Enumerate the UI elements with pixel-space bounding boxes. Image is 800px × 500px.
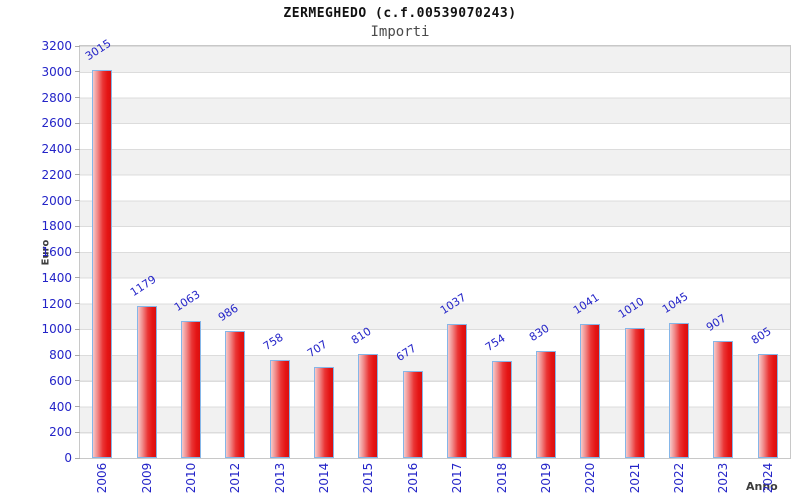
x-tick-label: 2013 [272, 462, 287, 494]
bar [136, 306, 157, 458]
y-tick-label: 3200 [41, 39, 72, 53]
bar [92, 69, 113, 458]
x-tick-label: 2023 [716, 462, 731, 494]
x-tick-label: 2006 [95, 462, 110, 494]
y-tick-label: 600 [49, 373, 72, 388]
x-tick-label: 2009 [139, 462, 154, 494]
y-tick-label: 2400 [41, 142, 72, 156]
bar [669, 323, 690, 458]
y-tick-mark [75, 174, 80, 176]
chart-subtitle: Importi [370, 24, 430, 40]
bar [624, 327, 645, 458]
x-tick-label: 2014 [317, 462, 332, 494]
y-tick-label: 1600 [41, 245, 72, 259]
bar [314, 366, 335, 458]
bar [535, 351, 556, 458]
y-tick-label: 2000 [41, 193, 72, 208]
y-tick-mark [75, 406, 80, 407]
y-tick-label: 0 [64, 451, 72, 465]
y-tick-mark [75, 380, 80, 382]
chart-title: ZERMEGHEDO (c.f.00539070243) [283, 6, 517, 21]
y-tick-label: 1800 [41, 219, 72, 234]
y-tick-mark [75, 225, 80, 227]
bar [491, 360, 512, 458]
y-tick-label: 1200 [41, 296, 72, 311]
y-tick-mark [75, 328, 80, 330]
bar [225, 331, 246, 458]
y-tick-mark [75, 251, 80, 253]
y-tick-label: 1400 [41, 270, 72, 285]
y-tick-label: 2800 [41, 90, 72, 105]
bar [358, 353, 379, 458]
y-tick-label: 800 [49, 348, 72, 362]
y-tick-label: 2600 [41, 116, 72, 131]
x-tick-label: 2017 [450, 462, 465, 494]
x-tick-label: 2024 [760, 462, 775, 494]
x-tick-label: 2019 [538, 462, 553, 494]
bar [402, 370, 423, 458]
y-tick-mark [75, 457, 80, 459]
bar [447, 324, 468, 458]
x-tick-label: 2015 [361, 462, 376, 494]
y-tick-mark [75, 122, 80, 124]
y-tick-mark [75, 277, 80, 279]
y-tick-mark [75, 71, 80, 73]
bar [180, 321, 201, 458]
x-axis-title: Anno [746, 480, 778, 493]
x-tick-label: 2010 [183, 462, 198, 494]
y-tick-mark [75, 354, 80, 356]
y-tick-label: 2200 [41, 167, 72, 182]
bar [713, 341, 734, 458]
y-tick-label: 400 [49, 399, 72, 414]
x-tick-label: 2020 [583, 462, 598, 494]
bar [580, 323, 601, 458]
x-tick-label: 2012 [228, 462, 243, 494]
bar [757, 354, 778, 458]
y-tick-mark [75, 45, 80, 47]
y-tick-mark [75, 200, 80, 201]
y-tick-mark [75, 97, 80, 98]
x-tick-label: 2016 [405, 462, 420, 494]
x-tick-label: 2021 [627, 462, 642, 494]
y-tick-mark [75, 431, 80, 433]
x-tick-label: 2022 [672, 462, 687, 494]
y-tick-label: 3000 [41, 64, 72, 79]
y-tick-label: 1000 [41, 322, 72, 337]
bar [269, 360, 290, 458]
y-tick-mark [75, 148, 80, 150]
y-tick-label: 200 [49, 425, 72, 440]
x-tick-label: 2018 [494, 462, 509, 494]
y-tick-mark [75, 303, 80, 304]
